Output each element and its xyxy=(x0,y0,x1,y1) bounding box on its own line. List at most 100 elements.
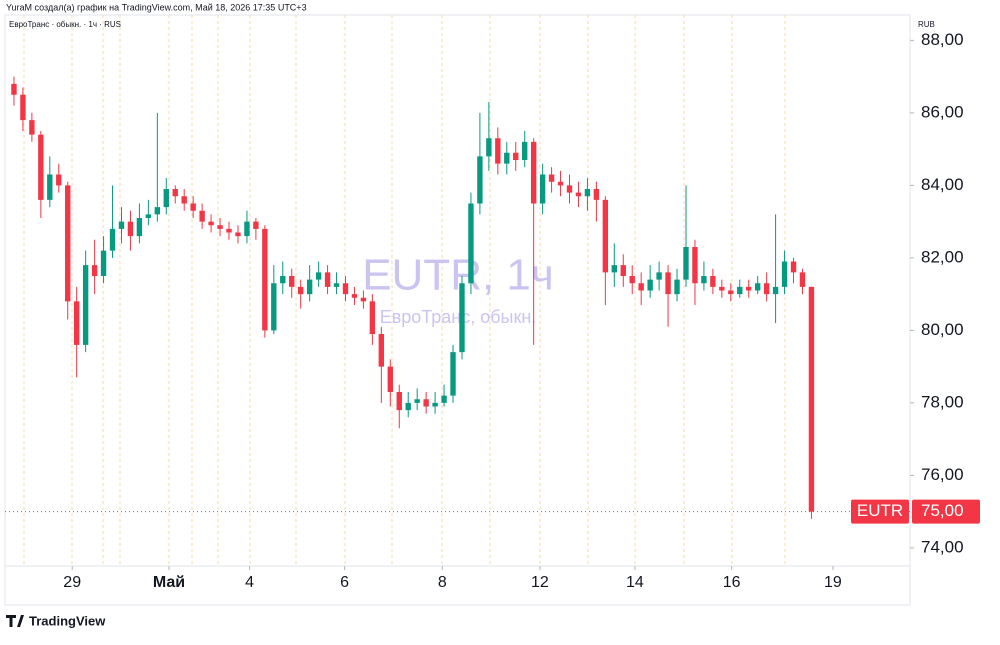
price-label: 75,00 xyxy=(921,501,964,520)
candle-body xyxy=(360,297,367,302)
x-tick-label: 19 xyxy=(824,574,842,591)
candle-body xyxy=(244,221,250,237)
candle-body xyxy=(11,83,17,95)
candle-body xyxy=(656,272,662,280)
y-tick-label: 88,00 xyxy=(921,30,964,49)
candle-body xyxy=(253,221,259,229)
candle-body xyxy=(665,272,671,295)
candle-body xyxy=(728,290,734,295)
currency: RUB xyxy=(918,20,935,29)
candle-body xyxy=(719,286,725,291)
candle-body xyxy=(790,261,797,273)
candle-body xyxy=(522,141,528,160)
candle-body xyxy=(405,402,411,411)
candle-body xyxy=(56,174,62,186)
candle-body xyxy=(38,134,44,200)
candle-body xyxy=(190,203,196,211)
candle-body xyxy=(172,189,178,197)
legend: ЕвроТранс · обыкн. · 1ч · RUS xyxy=(9,20,121,29)
candle-body xyxy=(396,392,402,411)
candle-body xyxy=(566,185,573,193)
candle-body xyxy=(495,138,501,164)
candle-body xyxy=(29,120,35,135)
candle-body xyxy=(763,283,770,295)
candle-body xyxy=(342,283,349,295)
watermark-subtitle: ЕвроТранс, обыкн. xyxy=(380,307,537,327)
candle-body xyxy=(647,279,653,291)
y-tick-label: 78,00 xyxy=(921,392,964,411)
candle-body xyxy=(799,272,806,287)
candle-body xyxy=(611,265,617,273)
candle-body xyxy=(65,185,71,302)
x-tick-label: 12 xyxy=(531,574,549,591)
candle-body xyxy=(575,192,582,197)
candle-body xyxy=(271,283,277,331)
candle-body xyxy=(808,286,815,512)
candle-body xyxy=(548,174,555,182)
candle-body xyxy=(781,261,788,287)
x-tick-label: 4 xyxy=(245,574,254,591)
candle-body xyxy=(441,395,447,403)
candle-body xyxy=(324,272,331,287)
candle-body xyxy=(387,366,393,392)
candle-body xyxy=(710,276,716,287)
y-tick-label: 76,00 xyxy=(921,465,964,484)
y-tick-label: 80,00 xyxy=(921,320,964,339)
y-tick-label: 84,00 xyxy=(921,175,964,194)
x-tick-label: 16 xyxy=(723,574,741,591)
candle-body xyxy=(629,276,635,284)
candle-body xyxy=(692,247,698,284)
candle-body xyxy=(280,276,286,284)
x-tick-label: 6 xyxy=(340,574,349,591)
candle-body xyxy=(477,156,483,204)
candle-body xyxy=(530,141,537,204)
candle-body xyxy=(351,294,358,298)
candle-body xyxy=(683,247,689,280)
candle-body xyxy=(459,283,465,353)
ticker-badge xyxy=(851,499,909,524)
candle-body xyxy=(432,402,438,407)
candle-body xyxy=(208,221,214,226)
y-tick-label: 86,00 xyxy=(921,102,964,121)
candle-body xyxy=(638,283,644,291)
candle-body xyxy=(468,203,474,284)
candle-body xyxy=(20,94,26,121)
x-tick-label: 8 xyxy=(438,574,447,591)
candle-body xyxy=(118,221,125,229)
candle-body xyxy=(423,399,429,407)
candle-body xyxy=(369,301,376,334)
candle-body xyxy=(262,228,268,331)
y-tick-label: 82,00 xyxy=(921,247,964,266)
candle-body xyxy=(378,334,385,367)
candle-body xyxy=(333,283,340,287)
candle-body xyxy=(136,218,143,237)
candle-body xyxy=(289,276,295,287)
price-badge xyxy=(912,499,980,524)
candle-body xyxy=(82,265,89,345)
candle-body xyxy=(91,265,98,276)
footer-brand: TradingView xyxy=(29,613,106,628)
candle-body xyxy=(217,225,223,229)
candle-body xyxy=(486,138,492,157)
candle-body xyxy=(513,152,519,160)
candle-body xyxy=(100,250,107,276)
candle-body xyxy=(450,352,456,396)
candle-body xyxy=(746,286,752,291)
candle-body xyxy=(306,279,313,295)
candle-body xyxy=(109,228,116,251)
candle-body xyxy=(504,152,510,164)
candle-body xyxy=(181,196,187,204)
candle-body xyxy=(199,210,205,222)
footer-logo: TradingView xyxy=(6,613,106,628)
ticker-label: EUTR xyxy=(857,501,903,520)
candle-body xyxy=(701,276,707,284)
candle-body xyxy=(315,272,322,280)
candle-body xyxy=(127,221,134,237)
candle-body xyxy=(602,199,609,273)
candle-body xyxy=(47,174,53,200)
candle-body xyxy=(620,265,626,276)
candle-body xyxy=(73,301,80,345)
